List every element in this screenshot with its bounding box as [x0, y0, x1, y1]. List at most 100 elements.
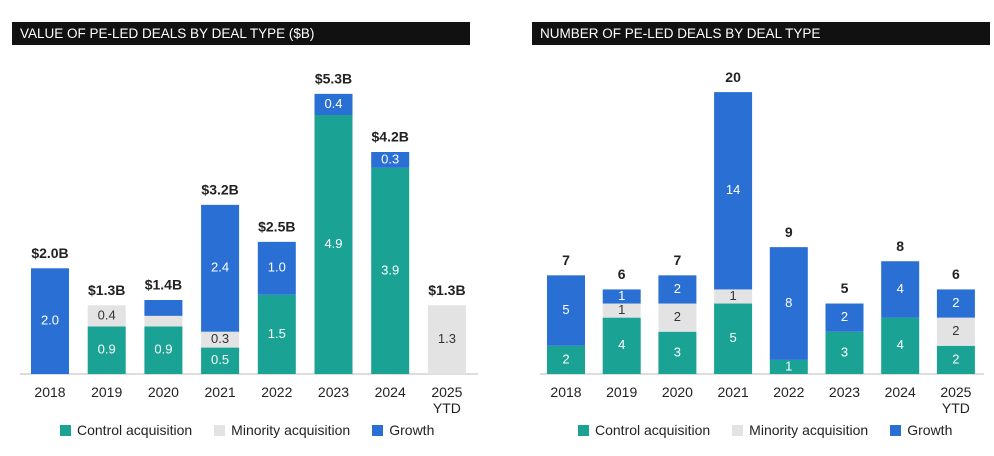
- data-label: 4: [618, 337, 625, 352]
- x-tick-label: 2025 YTD: [940, 384, 972, 416]
- legend-item: Growth: [372, 422, 434, 438]
- data-label: 5: [729, 330, 736, 345]
- data-label: 0.9: [154, 342, 172, 357]
- legend-item: Growth: [890, 422, 952, 438]
- bar-segment: [547, 345, 585, 374]
- total-label: $2.5B: [258, 219, 295, 235]
- data-label: 1: [618, 302, 625, 317]
- legend-label: Growth: [389, 422, 435, 438]
- legend: Control acquisition Minority acquisition G…: [60, 422, 434, 438]
- legend-item: Minority acquisition: [214, 422, 350, 438]
- x-tick-label: 2021: [204, 384, 236, 400]
- total-label: 7: [562, 252, 570, 268]
- bar-segment: [144, 315, 183, 327]
- x-tick-label: 2025 YTD: [431, 384, 463, 416]
- total-label: 8: [896, 238, 904, 254]
- legend-label: Control acquisition: [595, 422, 711, 438]
- bar-segment: [769, 247, 808, 360]
- data-label: 2: [952, 351, 959, 366]
- bar-segment: [658, 331, 697, 374]
- bar-segment: [714, 303, 753, 374]
- legend-swatch: [890, 424, 902, 436]
- bar-segment: [87, 326, 126, 374]
- data-label: 0.3: [211, 331, 229, 346]
- data-label: 2.0: [41, 313, 59, 328]
- legend-item: Control acquisition: [578, 422, 710, 438]
- data-label: 0.4: [98, 307, 116, 322]
- x-tick-label: 2018: [550, 384, 582, 400]
- data-label: 4: [897, 281, 904, 296]
- x-tick-label: 2020: [147, 384, 179, 400]
- legend-label: Minority acquisition: [749, 422, 869, 438]
- bar-segment: [371, 152, 410, 168]
- data-label: 2: [841, 309, 848, 324]
- legend-swatch: [732, 424, 744, 436]
- bar-segment: [825, 303, 864, 332]
- data-label: 3.9: [381, 262, 399, 277]
- data-label: 3: [674, 344, 681, 359]
- legend-label: Growth: [907, 422, 953, 438]
- legend-swatch: [372, 424, 384, 436]
- chart-title: VALUE OF PE-LED DEALS BY DEAL TYPE ($B): [12, 22, 470, 45]
- data-label: 5: [562, 302, 569, 317]
- data-label: 0.4: [324, 96, 342, 111]
- x-tick-label: 2019: [91, 384, 123, 400]
- bar-segment: [658, 303, 697, 332]
- data-label: 0.9: [98, 342, 116, 357]
- data-label: 4: [897, 337, 904, 352]
- data-label: 1.0: [268, 260, 286, 275]
- bar-segment: [257, 241, 296, 295]
- data-label: 2: [562, 351, 569, 366]
- x-tick-label: 2019: [606, 384, 638, 400]
- data-label: 4.9: [324, 236, 342, 251]
- legend-swatch: [214, 424, 226, 436]
- total-label: $4.2B: [372, 129, 409, 145]
- total-label: $3.2B: [201, 182, 238, 198]
- total-label: $1.3B: [88, 282, 125, 298]
- data-label: 3: [841, 344, 848, 359]
- legend-label: Minority acquisition: [231, 422, 351, 438]
- x-tick-label: 2024: [374, 384, 406, 400]
- data-label: 1: [785, 358, 792, 373]
- total-label: 9: [785, 224, 793, 240]
- legend: Control acquisition Minority acquisition G…: [578, 422, 952, 438]
- legend-item: Control acquisition: [60, 422, 192, 438]
- bar-segment: [314, 93, 353, 115]
- data-label: 1: [729, 288, 736, 303]
- total-label: 20: [725, 69, 741, 85]
- legend-swatch: [60, 424, 71, 436]
- bar-segment: [936, 289, 975, 318]
- bar-segment: [881, 317, 920, 374]
- x-tick-label: 2024: [884, 384, 916, 400]
- data-label: 2.4: [211, 260, 229, 275]
- bar-segment: [87, 305, 126, 327]
- x-tick-label: 2022: [261, 384, 293, 400]
- data-label: 14: [726, 182, 740, 197]
- total-label: 7: [674, 252, 682, 268]
- bar-segment: [201, 347, 240, 374]
- x-tick-label: 2021: [717, 384, 749, 400]
- total-label: $5.3B: [315, 71, 352, 87]
- bar-segment: [602, 317, 641, 374]
- bar-segment: [714, 289, 753, 304]
- bar-segment: [881, 261, 920, 318]
- bar-segment: [936, 345, 975, 374]
- bar-segment: [144, 300, 183, 316]
- total-label: 6: [952, 266, 960, 282]
- x-tick-label: 2018: [34, 384, 66, 400]
- bar-segment: [257, 294, 296, 374]
- legend-swatch: [578, 424, 589, 436]
- bar-segment: [314, 115, 353, 374]
- bar-segment: [602, 289, 641, 304]
- data-label: 8: [785, 295, 792, 310]
- bar-segment: [201, 331, 240, 348]
- data-label: 1.3: [438, 331, 456, 346]
- bar-segment: [658, 275, 697, 304]
- total-label: $2.0B: [31, 245, 68, 261]
- data-label: 2: [674, 281, 681, 296]
- bar-segment: [31, 268, 69, 374]
- data-label: 0.3: [381, 151, 399, 166]
- bar-segment: [714, 92, 753, 290]
